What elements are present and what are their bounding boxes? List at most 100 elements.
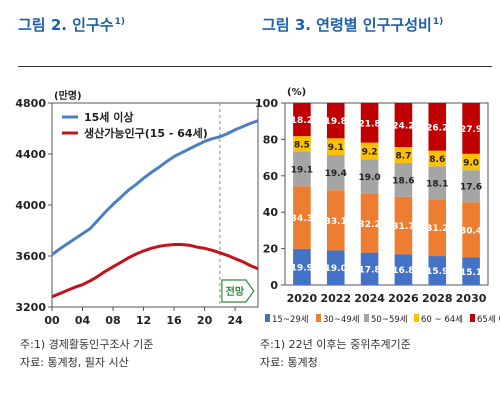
bar-legend-swatch <box>414 314 419 322</box>
bar-segment <box>360 142 379 160</box>
bar-value-label: 30.4 <box>460 226 482 236</box>
bar-segment <box>462 103 480 154</box>
series-line-age15plus <box>51 119 259 256</box>
bar-y-tick-label: 20 <box>263 243 279 256</box>
bar-segment <box>462 257 480 285</box>
bar-category-label: 2028 <box>422 292 453 305</box>
bar-segment <box>293 103 311 137</box>
bar-category-label: 2026 <box>388 292 419 305</box>
bar-value-label: 19.0 <box>325 264 347 274</box>
bar-value-label: 18.2 <box>291 116 313 126</box>
bar-segment <box>360 252 379 285</box>
bar-segment <box>326 138 345 155</box>
left-figure-title: 그림 2. 인구수1) <box>18 14 125 35</box>
bar-value-label: 33.1 <box>325 217 347 227</box>
x-tick-label: 00 <box>44 314 60 327</box>
bar-segment <box>293 248 311 285</box>
x-tick-label: 16 <box>166 314 182 327</box>
forecast-arrow-box <box>221 279 255 303</box>
bar-value-label: 18.6 <box>392 176 414 186</box>
bar-legend-swatch <box>265 314 270 322</box>
right-title-text: 그림 3. 연령별 인구구성비 <box>262 16 432 34</box>
bar-value-label: 31.7 <box>392 222 414 232</box>
bar-segment <box>326 154 345 191</box>
bar-value-label: 9.0 <box>463 158 479 168</box>
bar-value-label: 15.1 <box>460 268 482 278</box>
bar-segment <box>394 162 413 197</box>
right-figure-title: 그림 3. 연령별 인구구성비1) <box>262 14 443 35</box>
bar-y-tick-label: 60 <box>263 170 279 183</box>
bar-value-label: 18.1 <box>426 179 448 189</box>
bar-value-label: 19.1 <box>291 165 313 175</box>
bar-value-label: 8.7 <box>395 151 411 161</box>
right-title-footnote-mark: 1) <box>432 17 444 27</box>
y-unit-label: (만명) <box>54 89 82 102</box>
x-tick-label: 20 <box>197 314 213 327</box>
bar-value-label: 15.9 <box>426 267 448 277</box>
bar-category-label: 2030 <box>456 292 487 305</box>
bar-category-label: 2020 <box>287 292 318 305</box>
bar-value-label: 34.3 <box>291 214 313 224</box>
header-rule <box>18 66 492 67</box>
bar-value-label: 32.2 <box>358 220 380 230</box>
bar-y-tick-label: 100 <box>255 97 278 110</box>
y-tick-label: 4400 <box>15 148 46 161</box>
bar-category-label: 2024 <box>354 292 385 305</box>
bar-segment <box>326 190 345 251</box>
bar-legend-label: 60 ~ 64세 <box>421 315 463 325</box>
y-tick-label: 4000 <box>15 199 46 212</box>
bar-segment <box>428 256 447 285</box>
y-tick-label: 3600 <box>15 250 46 263</box>
bar-segment <box>293 136 311 152</box>
bar-value-label: 21.8 <box>358 119 380 129</box>
bar-segment <box>360 159 379 194</box>
bar-unit-label: (%) <box>287 87 306 98</box>
bar-segment <box>462 202 480 258</box>
bar-value-label: 31.2 <box>426 224 448 234</box>
right-source: 자료: 통계청 <box>260 356 318 369</box>
left-source: 자료: 통계청, 필자 시산 <box>20 356 129 369</box>
bar-value-label: 16.8 <box>392 266 414 276</box>
bar-segment <box>326 103 345 139</box>
bar-segment <box>428 199 447 257</box>
bar-value-label: 19.8 <box>325 117 347 127</box>
bar-value-label: 19.0 <box>358 173 380 183</box>
bar-segment <box>360 103 379 143</box>
bar-legend-label: 30~49세 <box>323 315 360 325</box>
legend-label: 생산가능인구(15 - 64세) <box>84 126 208 140</box>
bar-value-label: 27.9 <box>460 125 482 135</box>
bar-legend-label: 65세 이상 <box>477 314 500 325</box>
bar-value-label: 8.6 <box>429 155 445 165</box>
bar-category-label: 2022 <box>320 292 351 305</box>
x-tick-label: 04 <box>75 314 91 327</box>
x-tick-label: 12 <box>136 314 151 327</box>
bar-y-tick-label: 0 <box>270 279 278 292</box>
y-tick-label: 3200 <box>15 301 46 314</box>
bar-segment <box>394 254 413 285</box>
bar-segment <box>293 186 311 249</box>
bar-legend-swatch <box>316 314 321 322</box>
bar-segment <box>293 151 311 187</box>
bar-segment <box>462 170 480 203</box>
bar-segment <box>394 147 413 163</box>
left-title-text: 그림 2. 인구수 <box>18 16 114 34</box>
bar-plot-frame <box>284 102 489 286</box>
left-title-footnote-mark: 1) <box>114 17 125 27</box>
bar-legend-label: 15~29세 <box>272 315 309 325</box>
bar-y-tick-label: 80 <box>263 133 279 146</box>
bar-legend-swatch <box>364 314 369 322</box>
bar-value-label: 8.5 <box>294 140 310 150</box>
bar-value-label: 9.1 <box>328 143 344 153</box>
bar-value-label: 26.2 <box>426 123 448 133</box>
bar-legend-swatch <box>470 314 475 322</box>
bar-value-label: 17.6 <box>460 183 482 193</box>
left-footnote: 주:1) 경제활동인구조사 기준 <box>20 338 154 351</box>
bar-value-label: 19.4 <box>325 169 347 179</box>
bar-segment <box>360 194 379 253</box>
x-tick-label: 08 <box>105 314 120 327</box>
bar-segment <box>428 103 447 151</box>
bar-value-label: 24.2 <box>392 122 414 132</box>
legend-label: 15세 이상 <box>84 110 134 124</box>
